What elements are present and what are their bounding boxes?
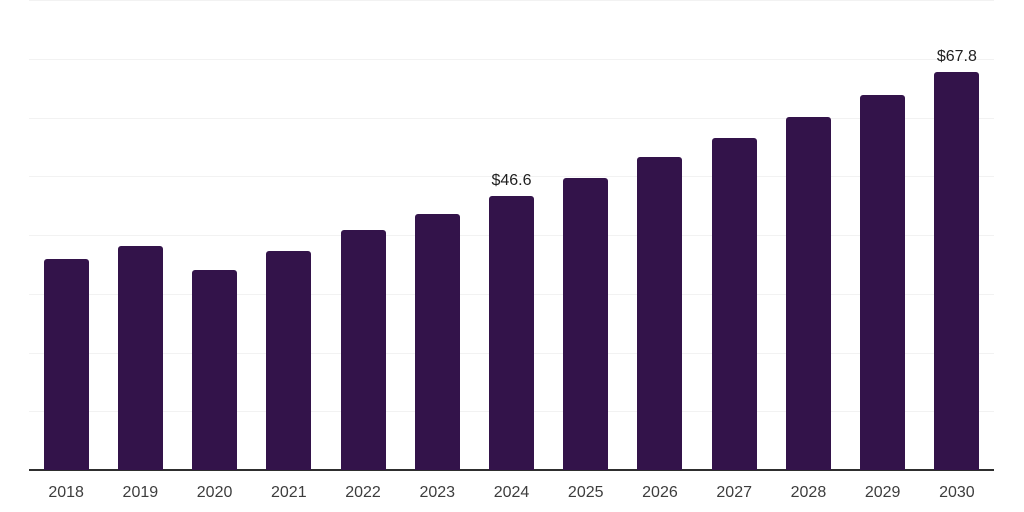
x-tick-2024: 2024 [493, 484, 530, 501]
x-tick-2021: 2021 [271, 484, 307, 501]
x-tick-2029: 2029 [864, 484, 901, 501]
value-label-2024: $46.6 [491, 172, 532, 189]
x-tick-2018: 2018 [48, 484, 84, 501]
bar-2026 [637, 157, 683, 470]
bar-2027 [711, 138, 757, 470]
bar-2028 [785, 117, 831, 470]
plot-area: $46.6 $67.8 [29, 0, 994, 471]
value-label-2030: $67.8 [936, 48, 977, 65]
bar-2030 [934, 72, 980, 470]
gridline [29, 176, 994, 178]
x-axis-line [29, 469, 994, 471]
x-axis-labels: 2018 2019 2020 2021 2022 2023 2024 2025 2026 2027… [29, 485, 994, 505]
bar-2021 [266, 251, 312, 470]
x-tick-2025: 2025 [567, 484, 604, 501]
bar-2022 [340, 230, 386, 470]
x-tick-2030: 2030 [939, 484, 975, 501]
x-tick-2019: 2019 [122, 484, 159, 501]
gridline [29, 58, 994, 60]
x-tick-2023: 2023 [419, 484, 456, 501]
x-tick-2026: 2026 [642, 484, 678, 501]
x-tick-2022: 2022 [345, 484, 381, 501]
bar-2024 [489, 196, 534, 470]
x-tick-2020: 2020 [196, 484, 233, 501]
x-tick-2028: 2028 [790, 484, 827, 501]
bar-2029 [860, 95, 906, 470]
bar-2019 [117, 246, 163, 470]
bar-2020 [192, 270, 238, 470]
bar-2018 [43, 259, 89, 470]
bar-2023 [414, 214, 460, 470]
bar-2025 [563, 178, 609, 470]
gridline [29, 0, 994, 1]
gridline [29, 117, 994, 119]
x-tick-2027: 2027 [716, 484, 752, 501]
